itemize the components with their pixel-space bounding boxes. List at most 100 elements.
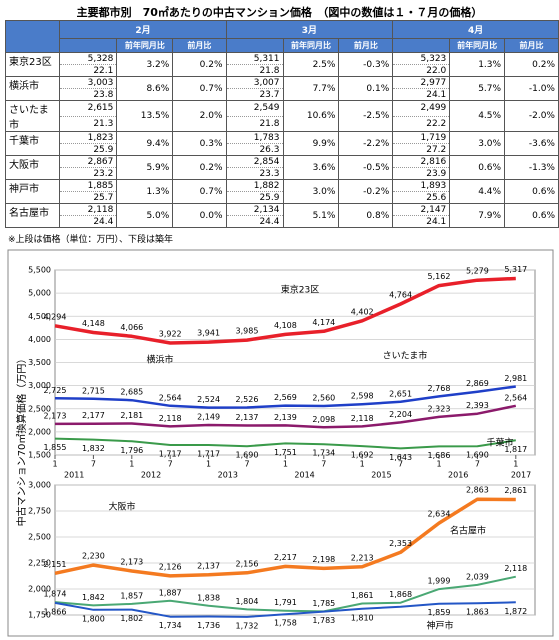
data-label: 2,569	[274, 393, 297, 402]
y-tick-label: 1,750	[28, 611, 51, 620]
mom-change: 0.2%	[172, 52, 227, 77]
y-tick-label: 4,500	[28, 312, 51, 321]
mom-change: 0.1%	[338, 76, 394, 101]
table-row: さいたま市 2,615 13.5% 2.0% 2,549 10.6% -2.5% 2,499 4…	[4, 100, 559, 132]
data-label: 4,174	[312, 318, 335, 327]
data-label: 1,999	[428, 577, 451, 586]
data-label: 2,651	[389, 389, 412, 398]
x-tick-label: 1	[360, 460, 365, 469]
building-age: 23.8	[59, 88, 118, 101]
data-label: 2,353	[389, 539, 412, 548]
price: 3,003	[59, 76, 118, 89]
data-label: 1,758	[274, 619, 297, 628]
sub-header: 前年同月比	[116, 38, 174, 53]
city-name: 千葉市	[4, 131, 61, 156]
mom-change: -2.0%	[504, 100, 559, 132]
data-label: 2,869	[466, 379, 489, 388]
x-tick-label: 7	[321, 460, 326, 469]
x-tick-label: 1	[129, 460, 134, 469]
mom-change: -0.2%	[338, 179, 394, 204]
price: 5,311	[225, 52, 284, 65]
x-tick-label: 1	[283, 460, 288, 469]
data-label: 2,098	[312, 415, 335, 424]
building-age: 24.4	[59, 215, 118, 228]
data-label: 2,564	[504, 393, 527, 402]
data-label: 2,204	[389, 410, 412, 419]
data-label: 1,690	[466, 451, 489, 460]
yoy-change: 2.5%	[282, 52, 340, 77]
data-label: 4,402	[351, 307, 374, 316]
table-title: 主要都市別 70㎡あたりの中古マンション価格 （図中の数値は１・７月の価格）	[76, 6, 483, 19]
price: 5,328	[59, 52, 118, 65]
year-label: 2011	[64, 471, 84, 480]
price: 2,147	[392, 203, 451, 216]
price: 2,549	[225, 100, 284, 117]
city-name: 大阪市	[4, 155, 61, 180]
data-label: 2,151	[44, 560, 67, 569]
price: 2,134	[225, 203, 284, 216]
mom-change: -2.5%	[338, 100, 394, 132]
year-label: 2015	[371, 471, 391, 480]
mom-change: -1.3%	[504, 155, 559, 180]
series-line	[54, 497, 516, 578]
table-row: 22.1 21.8 22.0	[6, 64, 559, 77]
y-tick-label: 2,250	[28, 559, 51, 568]
price: 2,499	[392, 100, 451, 117]
data-label: 1,887	[159, 588, 182, 597]
data-label: 2,181	[120, 411, 143, 420]
price: 2,118	[59, 203, 118, 216]
data-label: 2,524	[197, 395, 220, 404]
data-label: 1,751	[274, 448, 297, 457]
x-tick-label: 7	[91, 460, 96, 469]
data-label: 2,118	[159, 414, 182, 423]
x-tick-label: 1	[52, 460, 57, 469]
data-label: 2,560	[312, 393, 335, 402]
data-label: 2,213	[351, 553, 374, 562]
sub-header: 前月比	[504, 38, 559, 53]
table-row: 前年同月比 前月比 前年同月比 前月比 前年同月比 前月比	[6, 38, 559, 53]
data-label: 1,791	[274, 598, 297, 607]
table-row: 神戸市 1,885 1.3% 0.7% 1,882 3.0% -0.2% 1,893 4.4% 0…	[4, 179, 559, 204]
data-label: 4,294	[44, 312, 67, 321]
data-label: 2,126	[159, 562, 182, 571]
y-tick-label: 3,000	[28, 381, 51, 390]
series-line	[54, 276, 516, 345]
mom-change: 0.3%	[172, 131, 227, 156]
data-label: 2,323	[428, 404, 451, 413]
data-label: 5,279	[466, 267, 489, 276]
data-label: 2,118	[504, 564, 527, 573]
price: 1,719	[392, 131, 451, 144]
data-label: 1,868	[389, 590, 412, 599]
yoy-change: 1.3%	[116, 179, 174, 204]
table-row: 大阪市 2,867 5.9% 0.2% 2,854 3.6% -0.5% 2,816 0.6% -…	[4, 155, 559, 180]
mom-change: -0.3%	[338, 52, 394, 77]
price: 2,816	[392, 155, 451, 168]
mom-change: 0.2%	[504, 52, 559, 77]
data-label: 1,734	[159, 621, 182, 630]
mom-change: -0.5%	[338, 155, 394, 180]
chart-frame	[7, 249, 554, 637]
table-row: 横浜市 3,003 8.6% 0.7% 3,007 7.7% 0.1% 2,977 5.7% -1…	[4, 76, 559, 101]
data-label: 4,108	[274, 321, 297, 330]
data-label: 1,734	[312, 449, 335, 458]
data-label: 1,817	[504, 445, 527, 454]
data-label: 2,217	[274, 553, 297, 562]
data-label: 2,981	[504, 374, 527, 383]
data-label: 1,717	[197, 449, 220, 458]
data-label: 3,985	[236, 327, 259, 336]
data-label: 4,148	[82, 319, 105, 328]
data-label: 1,866	[44, 607, 67, 616]
table-note: ※上段は価格（単位：万円）、下段は築年	[8, 235, 174, 245]
data-label: 2,564	[159, 393, 182, 402]
data-label: 1,783	[312, 616, 335, 625]
data-label: 1,857	[120, 591, 143, 600]
y-tick-label: 3,500	[28, 358, 51, 367]
data-label: 2,634	[428, 510, 451, 519]
data-label: 2,198	[312, 555, 335, 564]
data-label: 2,173	[44, 411, 67, 420]
x-tick-label: 7	[398, 460, 403, 469]
data-label: 2,526	[236, 395, 259, 404]
sub-header: 前月比	[172, 38, 227, 53]
yoy-change: 3.2%	[116, 52, 174, 77]
table-row: 24.4 24.4 24.1	[6, 215, 559, 228]
